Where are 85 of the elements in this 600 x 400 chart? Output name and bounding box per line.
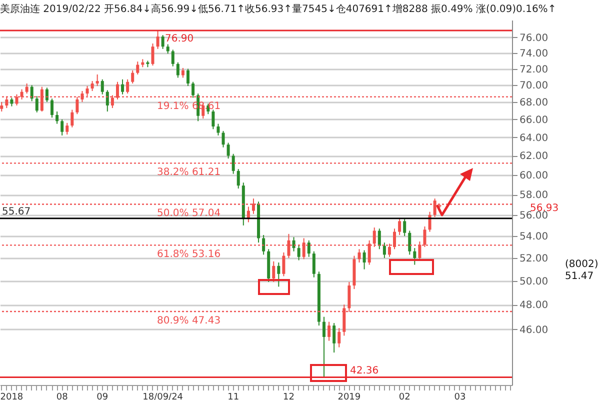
candlestick [403,218,406,237]
candlestick [192,81,195,98]
ref-line-label: 38.2% 61.21 [157,167,221,178]
y-tick-label: 64.00 [520,132,548,144]
ref-line-label: 76.90 [165,33,194,44]
candlestick [0,102,4,112]
candlestick [226,142,230,160]
candlestick [272,260,276,282]
candlestick [312,250,316,278]
x-tick-label: 12 [283,392,294,400]
candlestick [408,230,412,256]
candlestick [66,122,69,136]
candlestick [96,74,99,86]
candlestick [297,244,300,261]
candlestick [338,328,341,348]
candlestick [236,168,240,190]
x-tick-label: 03 [454,392,466,400]
candlestick [126,78,130,94]
x-tick-label: 2018 [0,392,24,400]
candlestick [156,30,160,50]
ref-line-label: 61.8% 53.16 [157,249,221,260]
candlestick [307,240,310,258]
candlestick [171,49,174,67]
ref-line-label: 55.67 [2,206,31,218]
candlestick [60,118,64,136]
chart-title: 美原油连 2019/02/22 开56.84↓高56.99↓低56.71↑收56.93↑量7545↓仓407691↑增8288 振0.49% 涨(0.09)0.16%↑ [0,3,556,15]
y-tick-label: 60.00 [520,170,548,182]
candlestick [282,252,286,277]
y-tick-label: 76.00 [520,32,548,44]
candlestick [50,98,54,118]
candlestick [362,250,366,270]
x-tick-label: 09 [96,392,108,400]
x-tick-label: 18/09/24 [142,392,184,400]
y-tick-label: 54.00 [520,232,548,243]
candlestick [25,83,28,94]
x-tick-label: 08 [56,392,68,400]
candlestick [216,123,220,136]
y-tick-label: 70.00 [520,80,548,92]
candlestick [166,44,170,54]
candlestick [382,242,386,259]
candlestick [186,68,190,86]
candlestick [378,228,381,250]
candlestick [358,248,361,264]
candlestick [161,34,164,50]
candlestick [35,96,38,113]
candlestick [56,111,59,124]
ref-line-label: 80.9% 47.43 [157,316,221,327]
y-tick-label: 46.00 [520,324,548,336]
candlestick [121,78,124,95]
candlestick [45,87,48,103]
y-tick-label: 58.00 [520,190,548,202]
x-tick-label: 02 [398,392,410,400]
candlestick [232,153,235,174]
candlestick [131,70,134,84]
y-tick-label: 68.00 [520,98,548,109]
ref-line-label: 50.0% 57.04 [157,208,221,220]
y-tick-label: 74.00 [520,48,548,60]
candlestick [398,218,402,236]
x-tick-label: 2019 [338,392,361,400]
ref-line-label: 42.36 [350,365,379,376]
candlestick [277,262,280,288]
candlestick [332,322,336,354]
candlestick [262,234,266,256]
candlestick [176,62,180,78]
y-tick-label: 52.00 [520,254,548,265]
candlestick [328,321,331,342]
candlestick [181,67,184,78]
candlestick [100,78,104,95]
x-tick-label: 11 [228,392,240,400]
candlestick [90,80,94,92]
y-tick-label: 48.00 [520,300,548,312]
candlestick [322,316,326,378]
candlestick [151,42,154,66]
candlestick [106,90,109,112]
candlestick [136,61,140,75]
y-tick-label: 72.00 [520,64,548,76]
candlestick [30,84,34,102]
text: (8002) 51.47 [565,259,598,282]
y-tick-label: 66.00 [520,114,548,126]
candlestick [413,248,416,266]
y-tick-label: 62.00 [520,151,548,162]
candlestick [70,109,74,128]
y-tick-label: 50.00 [520,276,548,288]
candlestick [212,109,215,130]
candlestick [222,130,225,148]
